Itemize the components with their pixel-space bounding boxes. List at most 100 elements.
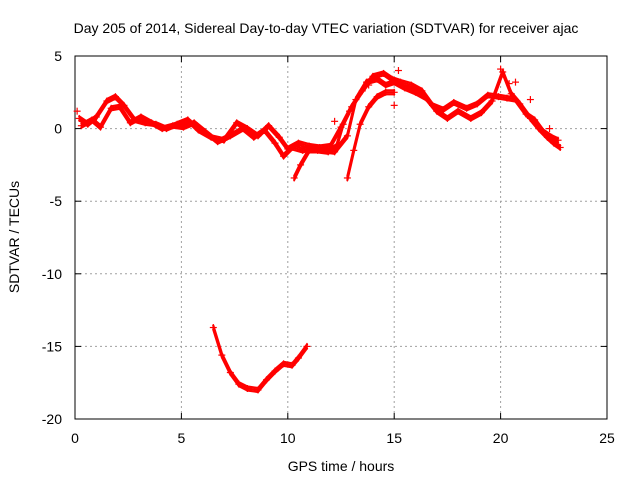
data-point bbox=[126, 119, 134, 127]
data-point bbox=[303, 342, 311, 350]
data-point bbox=[331, 117, 339, 125]
data-point bbox=[239, 125, 247, 133]
data-point bbox=[280, 360, 288, 368]
tick-labels: 0 5 10 15 20 25 5 0 -5 -10 -15 -20 bbox=[42, 48, 615, 446]
y-tick-label: -15 bbox=[42, 338, 62, 354]
data-point bbox=[439, 106, 447, 114]
data-point bbox=[454, 107, 462, 115]
data-point bbox=[299, 146, 307, 154]
y-tick-label: 5 bbox=[54, 48, 62, 64]
data-point bbox=[511, 78, 519, 86]
data-point bbox=[201, 128, 209, 136]
data-point bbox=[394, 67, 402, 75]
data-point bbox=[526, 114, 534, 122]
data-point bbox=[218, 351, 226, 359]
data-point bbox=[305, 146, 313, 154]
series-trace bbox=[78, 74, 560, 152]
data-point bbox=[422, 94, 430, 102]
data-point bbox=[443, 114, 451, 122]
data-point bbox=[250, 133, 258, 141]
data-point bbox=[263, 376, 271, 384]
data-point bbox=[505, 80, 513, 88]
data-point bbox=[294, 139, 302, 147]
data-point bbox=[433, 107, 441, 115]
data-point bbox=[169, 122, 177, 130]
x-tick-label: 0 bbox=[71, 430, 79, 446]
x-tick-label: 20 bbox=[493, 430, 509, 446]
series-track-d bbox=[343, 88, 398, 182]
data-point bbox=[497, 65, 505, 73]
data-point bbox=[516, 100, 524, 108]
data-point bbox=[463, 104, 471, 112]
data-point bbox=[333, 142, 341, 150]
data-point bbox=[294, 354, 302, 362]
data-point bbox=[401, 84, 409, 92]
data-point bbox=[550, 139, 558, 147]
data-point bbox=[290, 174, 298, 182]
data-series bbox=[73, 65, 564, 394]
series-trace bbox=[78, 72, 560, 150]
data-point bbox=[546, 125, 554, 133]
series-track-e bbox=[209, 324, 311, 394]
data-point bbox=[382, 81, 390, 89]
plot-frame bbox=[74, 55, 608, 420]
data-point bbox=[77, 122, 85, 130]
data-point bbox=[373, 75, 381, 83]
data-point bbox=[503, 94, 511, 102]
series-track-a bbox=[75, 69, 562, 153]
data-point bbox=[116, 103, 124, 111]
series-trace bbox=[80, 68, 562, 156]
x-axis-label: GPS time / hours bbox=[288, 458, 395, 474]
y-axis-label: SDTVAR / TECUs bbox=[6, 181, 22, 293]
data-point bbox=[488, 97, 496, 105]
data-point bbox=[356, 120, 364, 128]
data-point bbox=[271, 367, 279, 375]
data-point bbox=[148, 119, 156, 127]
x-tick-label: 15 bbox=[386, 430, 402, 446]
y-tick-label: 0 bbox=[54, 121, 62, 137]
data-point bbox=[473, 100, 481, 108]
series-trace bbox=[212, 324, 309, 390]
data-point bbox=[260, 126, 268, 134]
data-point bbox=[477, 109, 485, 117]
data-point bbox=[271, 139, 279, 147]
chart-title: Day 205 of 2014, Sidereal Day-to-day VTE… bbox=[74, 20, 579, 36]
data-point bbox=[352, 96, 360, 104]
data-point bbox=[254, 386, 262, 394]
series-track-c bbox=[290, 107, 354, 182]
data-point bbox=[507, 90, 515, 98]
data-point bbox=[73, 107, 81, 115]
data-point bbox=[324, 148, 332, 156]
data-point bbox=[107, 104, 115, 112]
data-point bbox=[158, 125, 166, 133]
data-point bbox=[75, 114, 83, 122]
data-point bbox=[226, 132, 234, 140]
data-point bbox=[180, 123, 188, 131]
data-point bbox=[103, 97, 111, 105]
data-point bbox=[209, 324, 217, 332]
data-point bbox=[554, 136, 562, 144]
data-point bbox=[494, 93, 502, 101]
data-point bbox=[450, 98, 458, 106]
data-point bbox=[111, 93, 119, 101]
x-tick-label: 5 bbox=[178, 430, 186, 446]
data-point bbox=[390, 88, 398, 96]
series-trace bbox=[212, 326, 309, 392]
series-trace bbox=[212, 328, 309, 394]
data-point bbox=[314, 146, 322, 154]
data-point bbox=[339, 120, 347, 128]
data-point bbox=[346, 107, 354, 115]
data-point bbox=[526, 96, 534, 104]
data-point bbox=[233, 119, 241, 127]
data-point bbox=[297, 161, 305, 169]
data-point bbox=[484, 91, 492, 99]
data-point bbox=[390, 101, 398, 109]
data-point bbox=[190, 119, 198, 127]
y-tick-label: -10 bbox=[42, 266, 62, 282]
data-point bbox=[556, 143, 564, 151]
data-point bbox=[243, 385, 251, 393]
data-point bbox=[265, 122, 273, 130]
data-point bbox=[88, 116, 96, 124]
data-point bbox=[275, 133, 283, 141]
data-point bbox=[92, 113, 100, 121]
